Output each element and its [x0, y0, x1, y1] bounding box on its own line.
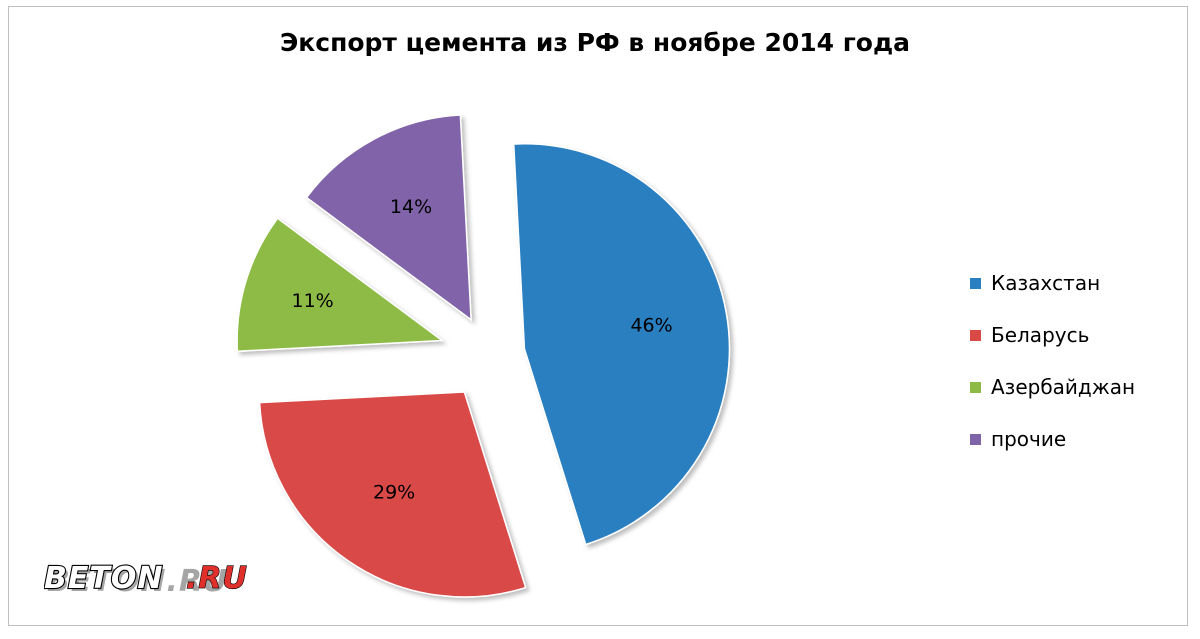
- legend-label: Казахстан: [991, 271, 1101, 295]
- legend-label: Беларусь: [991, 323, 1090, 347]
- legend-swatch: [970, 433, 981, 445]
- legend-swatch: [970, 277, 981, 289]
- pie-label-other: 14%: [390, 196, 432, 218]
- legend-label: прочие: [991, 427, 1067, 451]
- pie-label-belarus: 29%: [373, 481, 415, 503]
- legend-item-kazakhstan: Казахстан: [970, 257, 1185, 309]
- legend-item-other: прочие: [970, 413, 1185, 465]
- pie-slice-kazakhstan: [512, 143, 731, 546]
- chart-legend: Казахстан Беларусь Азербайджан прочие: [970, 257, 1185, 465]
- legend-swatch: [970, 381, 981, 393]
- svg-text:.RU: .RU: [186, 561, 248, 596]
- legend-item-azerbaijan: Азербайджан: [970, 361, 1185, 413]
- pie-label-azerbaijan: 11%: [291, 290, 333, 312]
- pie-slice-belarus: [258, 391, 527, 598]
- beton-ru-logo: BETON.RU BETON .RU: [44, 560, 248, 599]
- svg-text:BETON.RU: BETON.RU: [47, 564, 228, 599]
- svg-text:BETON: BETON: [44, 561, 163, 596]
- pie-slice-azerbaijan: [236, 217, 445, 353]
- chart-title: Экспорт цемента из РФ в ноябре 2014 года: [279, 28, 911, 57]
- pie-label-kazakhstan: 46%: [630, 314, 672, 336]
- legend-label: Азербайджан: [991, 375, 1136, 399]
- legend-item-belarus: Беларусь: [970, 309, 1185, 361]
- legend-swatch: [970, 329, 981, 341]
- pie-slice-other: [305, 114, 472, 322]
